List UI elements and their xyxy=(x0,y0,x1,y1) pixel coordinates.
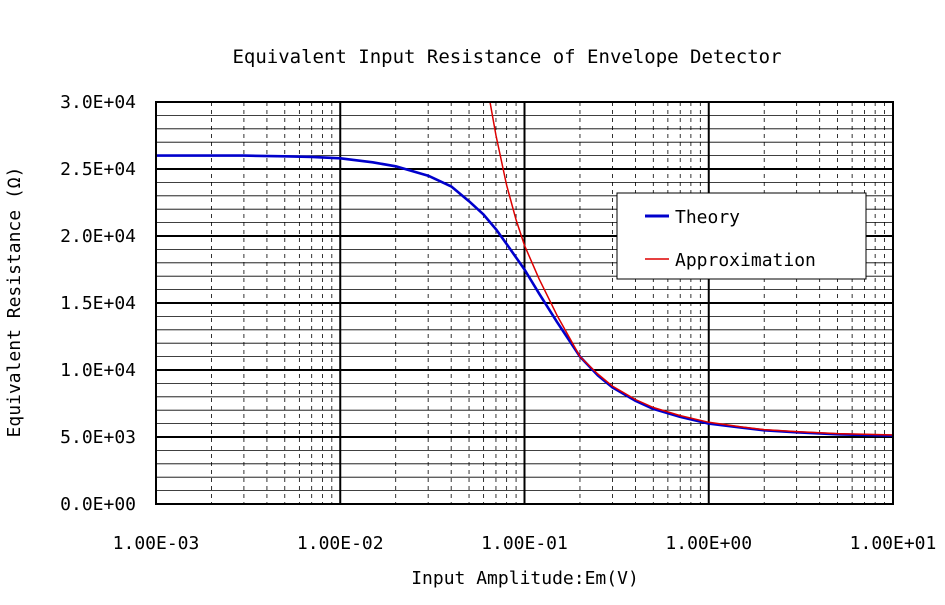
y-tick-label: 2.0E+04 xyxy=(60,226,136,247)
chart-title: Equivalent Input Resistance of Envelope … xyxy=(232,46,781,68)
series-line-approximation xyxy=(489,101,894,436)
y-tick-label: 1.5E+04 xyxy=(60,293,136,314)
series-layer xyxy=(156,101,894,437)
y-tick-label: 1.0E+04 xyxy=(60,360,136,381)
x-tick-label: 1.00E+01 xyxy=(850,533,937,554)
legend-box xyxy=(616,192,867,280)
legend-label-approximation: Approximation xyxy=(675,250,816,271)
x-axis-label: Input Amplitude:Em(V) xyxy=(411,568,639,589)
x-axis-ticks: 1.00E-03 1.00E-02 1.00E-01 1.00E+00 1.00E+01 xyxy=(113,533,937,554)
legend-label-theory: Theory xyxy=(675,207,740,228)
y-tick-label: 2.5E+04 xyxy=(60,159,136,180)
plot-frame xyxy=(155,101,894,505)
y-tick-label: 0.0E+00 xyxy=(60,494,136,515)
grid xyxy=(155,101,894,505)
legend: Theory Approximation xyxy=(616,192,867,280)
x-tick-label: 1.00E+00 xyxy=(665,533,752,554)
x-tick-label: 1.00E-03 xyxy=(113,533,200,554)
x-tick-label: 1.00E-01 xyxy=(481,533,568,554)
y-axis-ticks: 0.0E+00 5.0E+03 1.0E+04 1.5E+04 2.0E+04 2.5E+… xyxy=(60,92,136,515)
y-tick-label: 5.0E+03 xyxy=(60,427,136,448)
y-axis-label: Equivalent Resistance (Ω) xyxy=(4,167,25,438)
y-tick-label: 3.0E+04 xyxy=(60,92,136,113)
x-tick-label: 1.00E-02 xyxy=(297,533,384,554)
